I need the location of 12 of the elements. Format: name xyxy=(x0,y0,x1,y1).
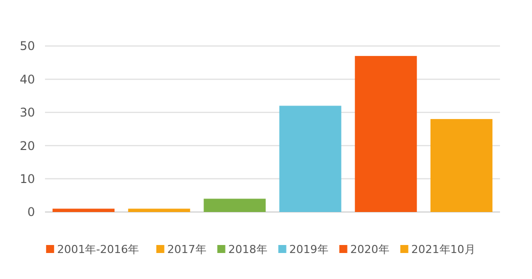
y-tick-label: 30 xyxy=(20,106,35,120)
y-tick-label: 20 xyxy=(20,138,35,153)
legend-label: 2018年 xyxy=(228,242,268,256)
legend-label: 2019年 xyxy=(289,242,328,256)
legend-label: 2020年 xyxy=(350,242,390,256)
y-tick-label: 0 xyxy=(27,205,35,220)
y-tick-label: 50 xyxy=(20,39,35,54)
legend-label: 2021年10月 xyxy=(411,242,476,256)
legend-label: 2017年 xyxy=(167,242,206,256)
y-tick-label: 40 xyxy=(20,72,35,86)
legend-label: 2001年-2016年 xyxy=(57,242,140,256)
y-tick-label: 10 xyxy=(20,172,35,186)
